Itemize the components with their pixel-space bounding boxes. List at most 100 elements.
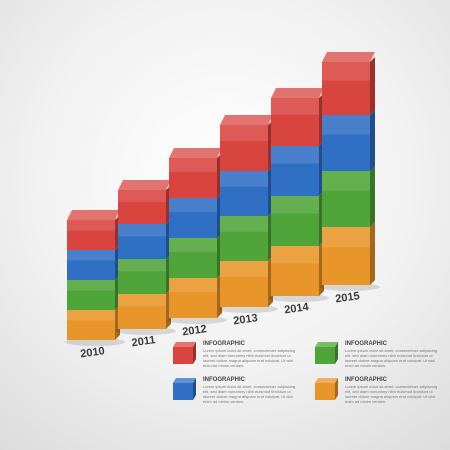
cube-highlight bbox=[271, 196, 319, 214]
cube-highlight bbox=[220, 216, 268, 232]
cube-top bbox=[322, 52, 375, 62]
cube bbox=[67, 305, 120, 340]
cube-front bbox=[322, 227, 370, 285]
cube-front bbox=[271, 146, 319, 196]
legend-swatch bbox=[173, 383, 193, 400]
x-tick-label: 2015 bbox=[335, 290, 361, 305]
cube bbox=[271, 191, 324, 246]
cube bbox=[118, 180, 171, 224]
legend-item: INFOGRAPHIC Lorem ipsum dolor sit amet, c… bbox=[203, 377, 323, 404]
cube bbox=[322, 110, 375, 171]
cube-highlight bbox=[322, 227, 370, 248]
legend-swatch bbox=[173, 347, 193, 364]
cube-side bbox=[370, 110, 375, 171]
cube-front bbox=[271, 196, 319, 246]
legend-text: Lorem ipsum dolor sit amet, consectetuer… bbox=[203, 348, 296, 368]
cube-front bbox=[169, 238, 217, 278]
cube-front bbox=[322, 62, 370, 115]
cube-highlight bbox=[67, 220, 115, 231]
cube-front bbox=[220, 125, 268, 171]
cube-front bbox=[169, 198, 217, 238]
legend-swatch-side bbox=[335, 342, 338, 364]
cube-highlight bbox=[169, 278, 217, 292]
legend-item: INFOGRAPHIC Lorem ipsum dolor sit amet, c… bbox=[345, 341, 450, 368]
cube-front bbox=[271, 246, 319, 296]
cube bbox=[322, 222, 375, 285]
legend-text: Lorem ipsum dolor sit amet, consectetuer… bbox=[345, 384, 438, 404]
legend-swatch-top bbox=[315, 378, 338, 383]
legend-item: INFOGRAPHIC Lorem ipsum dolor sit amet, c… bbox=[345, 377, 450, 404]
legend-swatch bbox=[315, 347, 335, 364]
x-tick-label: 2013 bbox=[233, 312, 259, 327]
cube-highlight bbox=[118, 224, 166, 237]
legend-title: INFOGRAPHIC bbox=[345, 377, 387, 383]
x-tick-label: 2014 bbox=[284, 301, 311, 316]
legend-swatch-side bbox=[193, 342, 196, 364]
cube-front bbox=[67, 220, 115, 250]
cube-front bbox=[322, 115, 370, 171]
cube-top bbox=[220, 115, 273, 125]
cube bbox=[169, 273, 222, 318]
cube bbox=[67, 275, 120, 310]
x-tick-label: 2012 bbox=[182, 323, 208, 338]
cube-highlight bbox=[169, 198, 217, 212]
cube-front bbox=[67, 250, 115, 280]
cube-front bbox=[67, 310, 115, 340]
cube-front bbox=[118, 294, 166, 329]
cube-front bbox=[169, 278, 217, 318]
cube-highlight bbox=[118, 190, 166, 202]
cube bbox=[271, 141, 324, 196]
cube-highlight bbox=[271, 98, 319, 115]
cube-top bbox=[67, 210, 120, 220]
cube bbox=[271, 88, 324, 146]
cube-front bbox=[118, 190, 166, 224]
legend-title: INFOGRAPHIC bbox=[203, 377, 245, 383]
cube-highlight bbox=[169, 238, 217, 252]
cube-highlight bbox=[118, 294, 166, 307]
legend-item: INFOGRAPHIC Lorem ipsum dolor sit amet, c… bbox=[203, 341, 323, 368]
legend-swatch-top bbox=[173, 378, 196, 383]
cube bbox=[67, 245, 120, 280]
legend-swatch-top bbox=[173, 342, 196, 347]
cube-highlight bbox=[67, 310, 115, 321]
cube-side bbox=[370, 166, 375, 227]
cube bbox=[220, 256, 273, 307]
cube bbox=[67, 210, 120, 250]
cube-highlight bbox=[220, 125, 268, 142]
cube bbox=[169, 148, 222, 198]
cube-front bbox=[169, 158, 217, 198]
cube bbox=[169, 233, 222, 278]
cube-front bbox=[118, 259, 166, 294]
cube-highlight bbox=[322, 115, 370, 135]
cube-highlight bbox=[322, 62, 370, 81]
cube bbox=[220, 166, 273, 216]
cube-front bbox=[322, 171, 370, 227]
legend-swatch-side bbox=[193, 378, 196, 400]
cube-highlight bbox=[271, 246, 319, 264]
cube-top bbox=[169, 148, 222, 158]
cube-front bbox=[271, 98, 319, 146]
cube bbox=[220, 115, 273, 171]
cube-highlight bbox=[67, 250, 115, 261]
x-tick-label: 2010 bbox=[80, 345, 106, 360]
cube-highlight bbox=[322, 171, 370, 191]
cube-side bbox=[370, 57, 375, 115]
cube-highlight bbox=[220, 261, 268, 278]
cube bbox=[169, 193, 222, 238]
legend-swatch-side bbox=[335, 378, 338, 400]
cube-top bbox=[271, 88, 324, 98]
legend-title: INFOGRAPHIC bbox=[345, 341, 387, 347]
cube-side bbox=[370, 222, 375, 285]
x-tick-label: 2011 bbox=[131, 334, 156, 349]
cube bbox=[220, 211, 273, 261]
cube-top bbox=[118, 180, 171, 190]
cube bbox=[322, 166, 375, 227]
cube-highlight bbox=[67, 280, 115, 291]
cube-front bbox=[118, 224, 166, 259]
cube-highlight bbox=[220, 171, 268, 187]
cube bbox=[118, 219, 171, 259]
legend-title: INFOGRAPHIC bbox=[203, 341, 245, 347]
